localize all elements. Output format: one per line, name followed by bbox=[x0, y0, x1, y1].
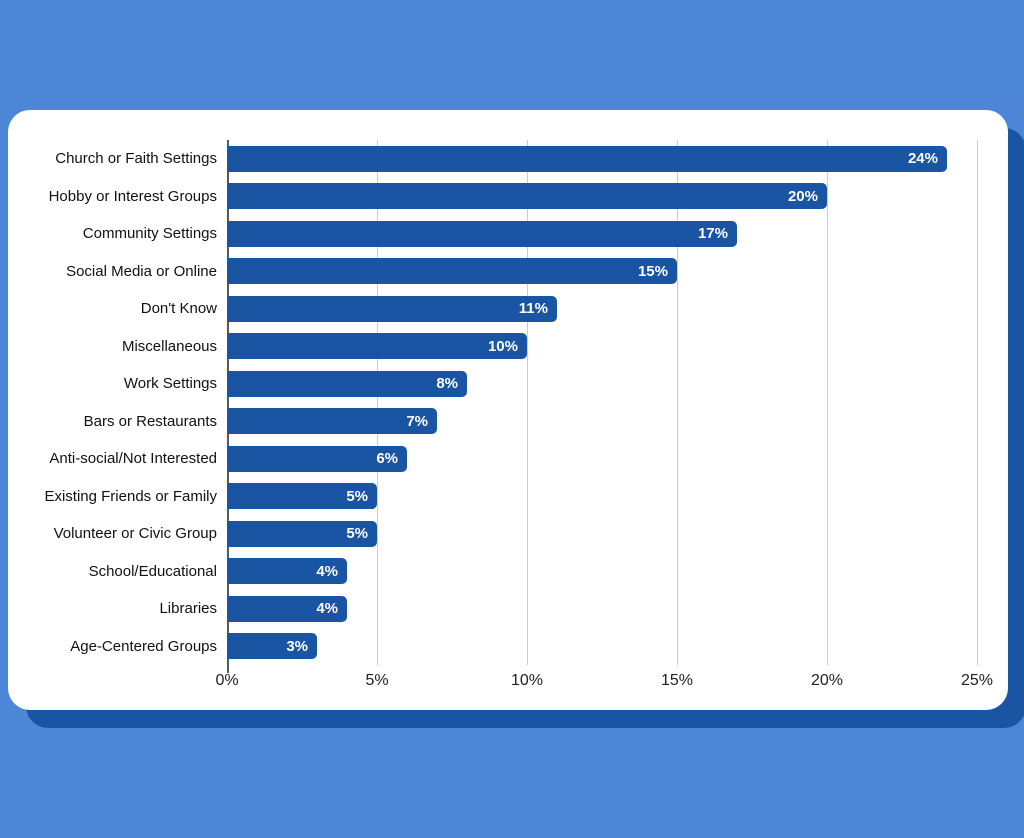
bar-rows: Church or Faith Settings 24% Hobby or In… bbox=[8, 140, 977, 665]
bar-area: 11% bbox=[227, 290, 977, 328]
value-label: 20% bbox=[787, 187, 818, 205]
x-tick-label: 5% bbox=[365, 672, 389, 689]
bar-row: Don't Know 11% bbox=[8, 290, 977, 328]
bar-row: School/Educational 4% bbox=[8, 553, 977, 591]
category-label: Don't Know bbox=[140, 300, 217, 318]
bar[interactable]: 4% bbox=[227, 595, 347, 622]
plot-area bbox=[227, 140, 978, 665]
bar-area: 8% bbox=[227, 365, 977, 403]
value-label: 4% bbox=[316, 600, 338, 618]
bar-area: 4% bbox=[227, 553, 977, 591]
value-label: 6% bbox=[376, 450, 398, 468]
bar-row: Work Settings 8% bbox=[8, 365, 977, 403]
category-label: Existing Friends or Family bbox=[44, 487, 217, 505]
bar[interactable]: 11% bbox=[227, 295, 557, 322]
gridline bbox=[527, 140, 528, 665]
bar-row: Existing Friends or Family 5% bbox=[8, 478, 977, 516]
bar-row: Libraries 4% bbox=[8, 590, 977, 628]
bar-row: Age-Centered Groups 3% bbox=[8, 628, 977, 666]
category-label: Volunteer or Civic Group bbox=[53, 525, 217, 543]
gridline bbox=[377, 140, 378, 665]
bar[interactable]: 3% bbox=[227, 633, 317, 660]
bar-area: 5% bbox=[227, 515, 977, 553]
value-label: 3% bbox=[286, 637, 308, 655]
bar-area: 15% bbox=[227, 253, 977, 291]
bar[interactable]: 20% bbox=[227, 183, 827, 210]
bar[interactable]: 10% bbox=[227, 333, 527, 360]
bar[interactable]: 17% bbox=[227, 220, 737, 247]
value-label: 4% bbox=[316, 562, 338, 580]
category-label: Social Media or Online bbox=[66, 262, 217, 280]
category-label: School/Educational bbox=[88, 562, 217, 580]
value-label: 8% bbox=[436, 375, 458, 393]
bar-area: 17% bbox=[227, 215, 977, 253]
value-label: 24% bbox=[907, 150, 938, 168]
bar[interactable]: 5% bbox=[227, 520, 377, 547]
value-label: 5% bbox=[346, 487, 368, 505]
bar-row: Miscellaneous 10% bbox=[8, 328, 977, 366]
bar-area: 4% bbox=[227, 590, 977, 628]
bar-area: 24% bbox=[227, 140, 977, 178]
bar-area: 5% bbox=[227, 478, 977, 516]
bar-row: Social Media or Online 15% bbox=[8, 253, 977, 291]
x-tick-label: 0% bbox=[215, 672, 239, 689]
bar-area: 20% bbox=[227, 178, 977, 216]
category-label: Miscellaneous bbox=[121, 337, 217, 355]
gridline bbox=[977, 140, 978, 665]
category-label: Age-Centered Groups bbox=[70, 637, 217, 655]
bar-area: 7% bbox=[227, 403, 977, 441]
category-label: Hobby or Interest Groups bbox=[48, 187, 217, 205]
bar-row: Volunteer or Civic Group 5% bbox=[8, 515, 977, 553]
category-label: Church or Faith Settings bbox=[55, 150, 217, 168]
bar[interactable]: 6% bbox=[227, 445, 407, 472]
value-label: 10% bbox=[487, 337, 518, 355]
category-label: Community Settings bbox=[82, 225, 217, 243]
chart-card: Church or Faith Settings 24% Hobby or In… bbox=[8, 110, 1008, 710]
value-label: 15% bbox=[637, 262, 668, 280]
bar-area: 3% bbox=[227, 628, 977, 666]
bar-area: 10% bbox=[227, 328, 977, 366]
x-tick-label: 20% bbox=[810, 672, 844, 689]
x-axis: 0% 5% 10% 15% 20% 25% bbox=[215, 672, 993, 694]
value-label: 11% bbox=[518, 300, 548, 318]
value-label: 7% bbox=[406, 412, 428, 430]
bar-row: Bars or Restaurants 7% bbox=[8, 403, 977, 441]
bar[interactable]: 24% bbox=[227, 145, 947, 172]
bar-row: Hobby or Interest Groups 20% bbox=[8, 178, 977, 216]
x-tick-label: 10% bbox=[510, 672, 544, 689]
bar[interactable]: 15% bbox=[227, 258, 677, 285]
bar-row: Anti-social/Not Interested 6% bbox=[8, 440, 977, 478]
value-label: 5% bbox=[346, 525, 368, 543]
category-label: Work Settings bbox=[123, 375, 217, 393]
x-tick-label: 15% bbox=[660, 672, 694, 689]
bar-row: Community Settings 17% bbox=[8, 215, 977, 253]
gridline bbox=[677, 140, 678, 665]
category-label: Libraries bbox=[159, 600, 217, 618]
y-axis-line bbox=[227, 140, 229, 673]
bar[interactable]: 7% bbox=[227, 408, 437, 435]
bar[interactable]: 5% bbox=[227, 483, 377, 510]
category-label: Bars or Restaurants bbox=[83, 412, 217, 430]
gridline bbox=[827, 140, 828, 665]
bar[interactable]: 8% bbox=[227, 370, 467, 397]
category-label: Anti-social/Not Interested bbox=[49, 450, 217, 468]
bar-area: 6% bbox=[227, 440, 977, 478]
value-label: 17% bbox=[697, 225, 728, 243]
x-tick-label: 25% bbox=[960, 672, 994, 689]
bar[interactable]: 4% bbox=[227, 558, 347, 585]
bar-row: Church or Faith Settings 24% bbox=[8, 140, 977, 178]
